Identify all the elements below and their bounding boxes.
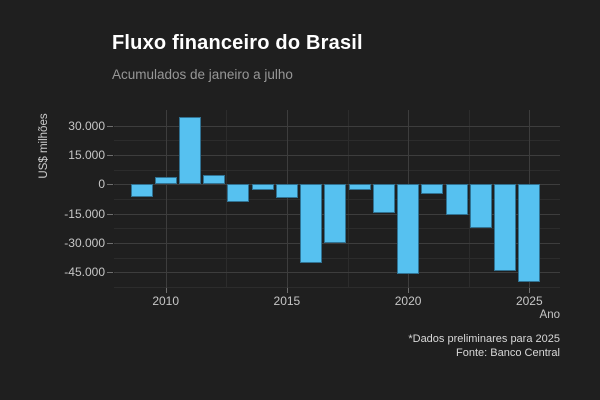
gridline-minor-h bbox=[114, 287, 560, 288]
x-axis-title: Ano bbox=[539, 309, 560, 321]
bar-2018 bbox=[348, 184, 371, 191]
y-tick-mark bbox=[107, 154, 113, 156]
bar-2010 bbox=[154, 176, 177, 185]
gridline-major-v bbox=[408, 110, 410, 288]
gridline-minor-v bbox=[468, 110, 470, 288]
bar-2025 bbox=[518, 184, 541, 283]
x-tick-mark bbox=[529, 288, 531, 293]
caption-note: *Dados preliminares para 2025 bbox=[408, 333, 560, 345]
gridline-major-h bbox=[114, 125, 560, 127]
y-tick-label: -15.000 bbox=[64, 206, 105, 221]
bar-2013 bbox=[227, 184, 250, 203]
gridline-minor-h bbox=[114, 228, 560, 230]
gridline-minor-h bbox=[114, 257, 560, 259]
bar-2017 bbox=[324, 184, 347, 244]
y-tick-mark bbox=[107, 213, 113, 215]
bar-2021 bbox=[421, 184, 444, 195]
x-tick-mark bbox=[165, 288, 167, 293]
gridline-major-h bbox=[114, 243, 560, 244]
y-tick-mark bbox=[107, 125, 113, 127]
gridline-minor-h bbox=[114, 199, 560, 200]
x-tick-label: 2015 bbox=[273, 294, 301, 308]
x-tick-mark bbox=[408, 288, 410, 293]
gridline-minor-v bbox=[226, 110, 228, 288]
bar-2019 bbox=[372, 184, 395, 213]
y-tick-mark bbox=[107, 184, 113, 186]
bar-2012 bbox=[203, 174, 226, 185]
gridline-major-h bbox=[114, 154, 560, 156]
bar-2009 bbox=[130, 184, 153, 197]
bar-2011 bbox=[178, 117, 201, 185]
bar-2023 bbox=[469, 184, 492, 229]
x-tick-label: 2025 bbox=[515, 294, 543, 308]
y-axis-title: US$ milhões bbox=[38, 113, 50, 179]
chart-subtitle: Acumulados de janeiro a julho bbox=[112, 67, 293, 82]
bar-2014 bbox=[251, 184, 274, 190]
bar-2024 bbox=[494, 184, 517, 271]
y-tick-mark bbox=[107, 272, 113, 274]
gridline-minor-h bbox=[114, 140, 560, 142]
bar-2020 bbox=[397, 184, 420, 274]
gridline-major-h bbox=[114, 184, 560, 186]
bar-2022 bbox=[445, 184, 468, 215]
bar-2015 bbox=[275, 184, 298, 198]
y-tick-label: 0 bbox=[98, 177, 105, 192]
gridline-major-h bbox=[114, 213, 560, 215]
y-tick-label: 15.000 bbox=[68, 147, 105, 162]
gridline-major-v bbox=[286, 110, 288, 288]
caption-source: Fonte: Banco Central bbox=[456, 346, 560, 359]
chart-title: Fluxo financeiro do Brasil bbox=[112, 32, 363, 54]
source-caption: *Dados preliminares para 2025 Fonte: Ban… bbox=[408, 333, 560, 360]
gridline-major-v bbox=[165, 110, 167, 288]
y-tick-label: -45.000 bbox=[64, 265, 105, 280]
x-tick-mark bbox=[286, 288, 288, 293]
y-tick-mark bbox=[107, 243, 113, 244]
y-tick-label: -30.000 bbox=[64, 236, 105, 250]
x-tick-label: 2010 bbox=[152, 294, 180, 308]
y-tick-label: 30.000 bbox=[68, 118, 105, 133]
gridline-major-v bbox=[529, 110, 531, 288]
x-tick-label: 2020 bbox=[394, 294, 422, 308]
gridline-minor-v bbox=[347, 110, 349, 288]
gridline-minor-h bbox=[114, 169, 560, 171]
gridline-major-h bbox=[114, 272, 560, 274]
bar-2016 bbox=[300, 184, 323, 263]
